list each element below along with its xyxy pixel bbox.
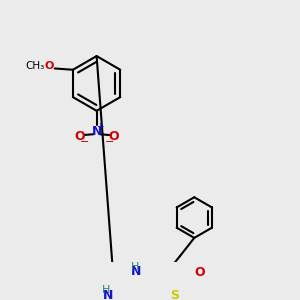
Text: O: O — [44, 61, 53, 71]
Text: O: O — [195, 266, 206, 279]
Text: −: − — [80, 137, 89, 147]
Text: O: O — [108, 130, 119, 143]
Text: H: H — [102, 285, 110, 295]
Text: N: N — [131, 265, 141, 278]
Text: −: − — [105, 137, 114, 147]
Text: H: H — [131, 262, 139, 272]
Text: +: + — [98, 122, 105, 131]
Text: O: O — [75, 130, 85, 143]
Text: N: N — [102, 289, 113, 300]
Text: S: S — [170, 290, 179, 300]
Text: CH₃: CH₃ — [25, 61, 44, 71]
Text: N: N — [92, 125, 102, 138]
